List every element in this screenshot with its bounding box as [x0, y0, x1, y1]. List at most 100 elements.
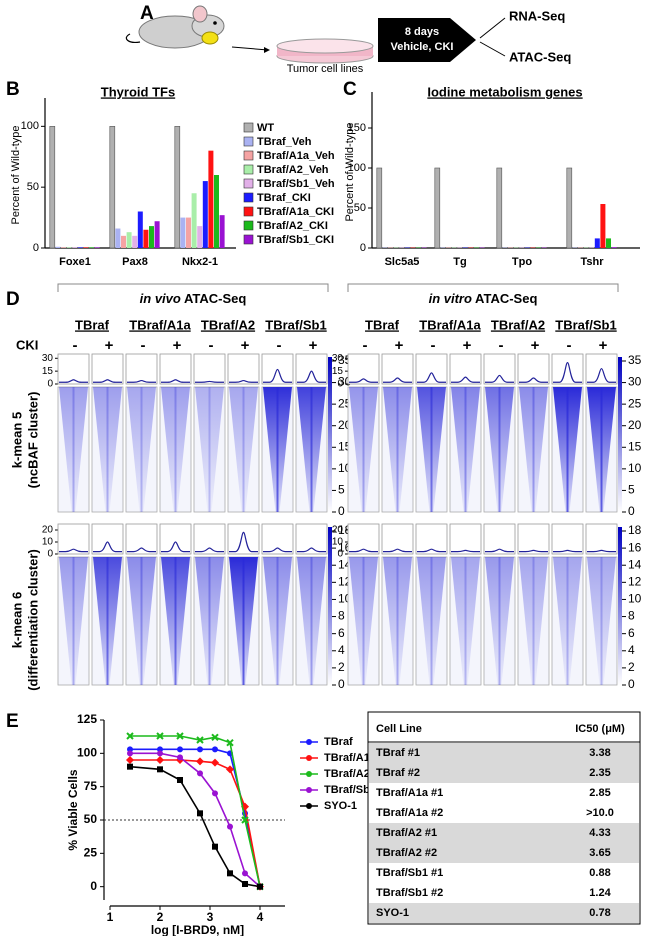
- heatmap-signal: [297, 557, 326, 685]
- marker: [197, 810, 203, 817]
- arrowhead: [264, 47, 270, 53]
- legend-label: TBraf_CKI: [257, 192, 311, 204]
- marker: [241, 816, 249, 824]
- bar: [143, 229, 149, 248]
- profile-tick-label: 0: [337, 379, 343, 390]
- marker: [242, 881, 248, 887]
- marker: [157, 750, 163, 757]
- output-label: RNA-Seq: [509, 8, 565, 23]
- output-label: ATAC-Seq: [509, 49, 571, 64]
- bar: [594, 238, 600, 248]
- y-tick-label: 50: [84, 812, 98, 826]
- table-cell: 3.65: [589, 847, 610, 859]
- legend-label: TBraf/Sb1_Veh: [257, 178, 335, 190]
- legend-label: TBraf/Sb1: [324, 784, 376, 796]
- profile-peak: [59, 379, 88, 383]
- profile-tick-label: 10: [332, 537, 344, 548]
- legend-label: TBraf/A1a_Veh: [257, 150, 335, 162]
- colorbar-tick-label: 8: [628, 609, 635, 623]
- profile-box: [159, 353, 192, 385]
- bar: [121, 235, 126, 248]
- mouse-eye: [213, 21, 217, 25]
- profile-peak: [417, 372, 446, 383]
- colorbar-tick-label: 6: [628, 626, 635, 640]
- line-label: TBraf/A2: [201, 317, 255, 332]
- y-axis-label: % Viable Cells: [66, 769, 80, 850]
- x-tick-label: Nkx2-1: [182, 256, 218, 268]
- treatment-sign: +: [599, 337, 608, 354]
- heatmap-signal: [349, 557, 378, 685]
- y-tick-label: 0: [33, 242, 39, 254]
- colorbar: [328, 357, 332, 512]
- profile-peak: [587, 367, 616, 383]
- profile-peak: [451, 549, 480, 553]
- marker: [177, 754, 183, 761]
- legend-label: TBraf/Sb1_CKI: [257, 234, 334, 246]
- profile-box: [261, 523, 294, 555]
- dish-top: [276, 38, 374, 54]
- profile-peak: [161, 541, 190, 553]
- x-tick-label: 2: [157, 910, 164, 924]
- dish-label: Tumor cell lines: [287, 63, 364, 75]
- treatment-sign: +: [173, 337, 182, 354]
- treatment-sign: -: [73, 337, 78, 354]
- legend-label: TBraf/A1a: [324, 752, 377, 764]
- table-cell: TBraf/Sb1 #2: [376, 887, 443, 899]
- table-cell: 0.88: [589, 867, 610, 879]
- colorbar-tick-label: 2: [628, 660, 635, 674]
- y-axis-label: Percent of Wild-type: [344, 122, 356, 221]
- branch-line: [479, 17, 506, 39]
- heatmap-signal: [263, 557, 292, 685]
- bar: [496, 167, 503, 249]
- heatmap-signal: [229, 387, 258, 512]
- table-header: IC50 (μM): [575, 723, 625, 735]
- chart-title: Thyroid TFs: [101, 84, 175, 99]
- table-cell: TBraf #1: [376, 747, 420, 759]
- profile-peak: [195, 380, 224, 383]
- treatment-sign: -: [363, 337, 368, 354]
- profile-box: [125, 523, 158, 555]
- colorbar-tick-label: 0: [338, 504, 345, 518]
- treatment-sign: -: [277, 337, 282, 354]
- bar: [154, 221, 160, 248]
- bar: [611, 247, 617, 248]
- colorbar-tick-label: 15: [628, 439, 642, 453]
- group-title-em: in vitro: [429, 291, 472, 306]
- heatmap-signal: [383, 557, 412, 685]
- legend-label: WT: [257, 122, 274, 134]
- profile-peak: [229, 379, 258, 383]
- table-cell: TBraf/A1a #2: [376, 807, 443, 819]
- treatment-sign: -: [209, 337, 214, 354]
- colorbar-tick-label: 35: [628, 353, 642, 367]
- legend-swatch: [243, 122, 254, 133]
- heatmap-signal: [451, 387, 480, 512]
- profile-tick-label: 15: [42, 366, 54, 377]
- heatmap-signal: [59, 557, 88, 685]
- legend-swatch: [243, 234, 254, 245]
- table-cell: SYO-1: [376, 907, 409, 919]
- table-cell: 2.35: [589, 767, 610, 779]
- row-sublabel: (ncBAF cluster): [25, 392, 40, 489]
- y-tick-label: 100: [77, 746, 97, 760]
- bar: [149, 226, 154, 248]
- profile-peak: [263, 368, 292, 383]
- panel-a: A Tumor cell lines 8 days Vehicle, CKI R…: [125, 3, 571, 75]
- line-label: TBraf: [75, 317, 110, 332]
- tumor: [201, 31, 219, 45]
- colorbar-tick-label: 14: [628, 557, 642, 571]
- profile-peak: [485, 374, 514, 383]
- colorbar: [618, 527, 622, 685]
- profile-box: [295, 353, 328, 385]
- row-sublabel: (differentiation cluster): [25, 549, 40, 691]
- treatment-sign: -: [141, 337, 146, 354]
- treatment-sign: +: [309, 337, 318, 354]
- profile-box: [551, 523, 584, 555]
- colorbar-tick-label: 0: [628, 677, 635, 691]
- table-row-shade: [369, 763, 639, 783]
- legend-swatch: [243, 178, 254, 189]
- profile-peak: [297, 370, 326, 383]
- bar: [83, 247, 89, 248]
- bar: [606, 238, 611, 248]
- bar: [109, 126, 116, 249]
- x-tick-label: Slc5a5: [385, 256, 420, 268]
